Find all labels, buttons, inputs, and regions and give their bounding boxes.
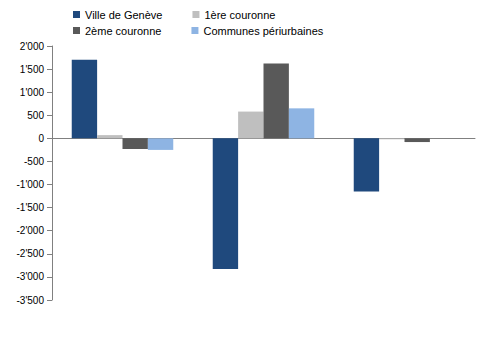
svg-text:2'000: 2'000 xyxy=(20,41,45,52)
svg-text:-2'000: -2'000 xyxy=(17,225,45,236)
svg-text:-1'000: -1'000 xyxy=(17,179,45,190)
svg-text:1'500: 1'500 xyxy=(20,64,45,75)
svg-text:-3'500: -3'500 xyxy=(17,295,45,306)
svg-text:0: 0 xyxy=(38,133,44,144)
svg-text:1ère couronne: 1ère couronne xyxy=(204,9,275,21)
svg-text:-2'500: -2'500 xyxy=(17,248,45,259)
svg-text:Communes périurbaines: Communes périurbaines xyxy=(203,25,323,37)
svg-text:1'000: 1'000 xyxy=(20,87,45,98)
svg-text:500: 500 xyxy=(27,110,44,121)
svg-text:-1'500: -1'500 xyxy=(17,202,45,213)
svg-text:Ville de Genève: Ville de Genève xyxy=(85,9,162,21)
svg-text:-500: -500 xyxy=(24,156,44,167)
svg-text:-3'000: -3'000 xyxy=(17,271,45,282)
svg-text:2ème couronne: 2ème couronne xyxy=(85,25,161,37)
